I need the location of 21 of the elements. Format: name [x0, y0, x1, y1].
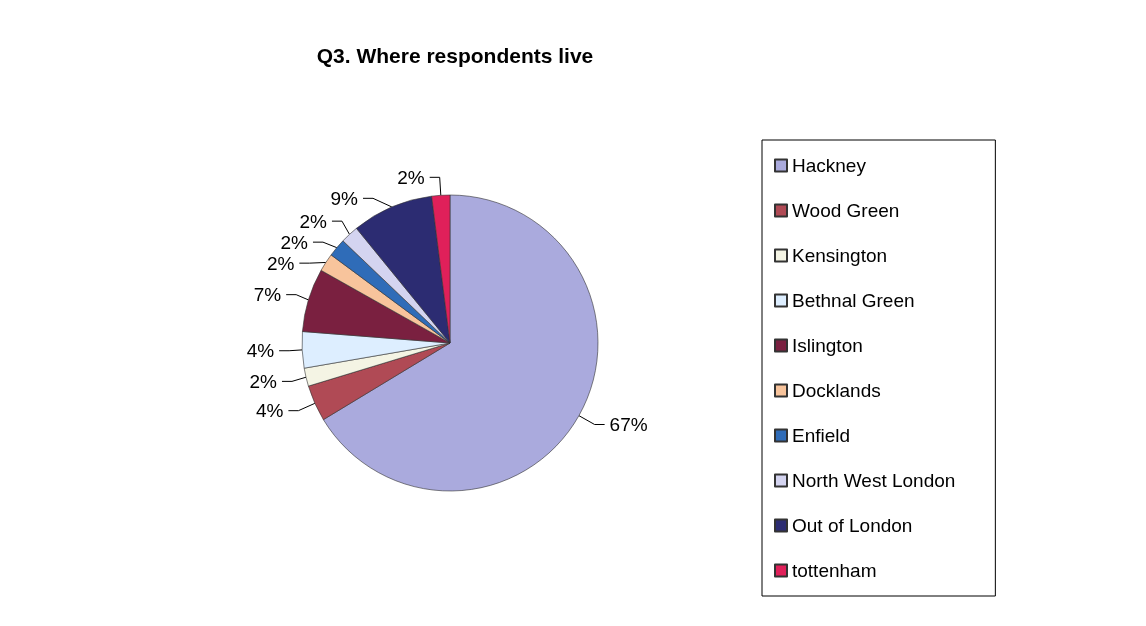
legend-label: Out of London	[792, 515, 913, 536]
data-label: 9%	[330, 187, 359, 209]
legend-label: Islington	[792, 335, 863, 356]
data-label: 2%	[397, 166, 425, 188]
legend-label: Hackney	[792, 155, 867, 176]
data-label: 2%	[266, 252, 295, 274]
legend-label: tottenham	[792, 560, 877, 581]
data-label: 2%	[249, 370, 278, 392]
chart-title: Q3. Where respondents live	[316, 44, 594, 67]
data-label: 4%	[246, 340, 275, 362]
data-label: 2%	[280, 231, 309, 253]
data-label: 2%	[299, 210, 328, 232]
legend-label: Docklands	[792, 380, 881, 401]
legend-label: Enfield	[792, 425, 851, 446]
legend-label: Bethnal Green	[792, 290, 915, 311]
legend-label: North West London	[792, 470, 956, 491]
legend-label: Wood Green	[792, 200, 900, 221]
data-label: 4%	[255, 400, 284, 422]
data-label: 67%	[609, 414, 648, 436]
legend-label: Kensington	[792, 245, 888, 266]
data-label: 7%	[253, 284, 282, 306]
